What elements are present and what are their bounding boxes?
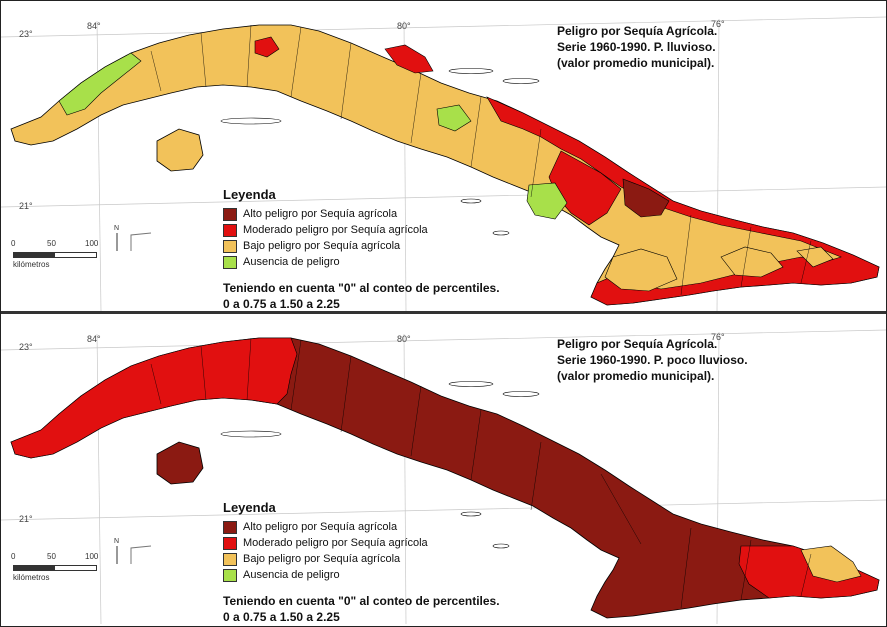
- scale-tick-0: 0: [11, 552, 16, 561]
- north-arrow: N: [111, 221, 156, 261]
- legend-item-high: Alto peligro por Sequía agrícola: [223, 206, 563, 222]
- percentile-note: Teniendo en cuenta "0" al conteo de perc…: [223, 280, 563, 311]
- region-none-west: [58, 52, 142, 116]
- legend-swatch-high: [223, 207, 237, 221]
- north-label: N: [114, 225, 119, 232]
- isla-juventud: [156, 441, 204, 485]
- region-low-east: [720, 246, 784, 278]
- scale-tick-100: 100: [85, 239, 99, 248]
- percentile-note-line1: Teniendo en cuenta "0" al conteo de perc…: [223, 281, 500, 295]
- legend-item-high: Alto peligro por Sequía agrícola: [223, 519, 563, 535]
- lat-label-23: 23°: [19, 29, 33, 39]
- region-high-east: [622, 178, 670, 218]
- legend-label-high: Alto peligro por Sequía agrícola: [243, 521, 398, 533]
- isla-juventud: [156, 128, 204, 172]
- legend-swatch-low: [223, 239, 237, 253]
- map-panel-dry: 23° 21° 84° 80° 76° Peligro por Sequía A…: [1, 314, 886, 624]
- region-low-southeast: [604, 248, 678, 292]
- map-title-line1: Peligro por Sequía Agrícola.: [557, 337, 718, 351]
- scale-unit: kilómetros: [13, 573, 50, 582]
- legend-item-low: Bajo peligro por Sequía agrícola: [223, 238, 563, 254]
- legend-swatch-moderate: [223, 223, 237, 237]
- cuba-map-rainy: [1, 16, 886, 311]
- lon-label-80: 80°: [397, 21, 411, 31]
- region-moderate-west: [10, 337, 298, 459]
- map-title: Peligro por Sequía Agrícola. Serie 1960-…: [557, 23, 787, 71]
- legend: Leyenda Alto peligro por Sequía agrícola…: [223, 187, 563, 311]
- legend-item-none: Ausencia de peligro: [223, 567, 563, 583]
- map-title: Peligro por Sequía Agrícola. Serie 1960-…: [557, 336, 787, 384]
- lon-label-80: 80°: [397, 334, 411, 344]
- legend-label-low: Bajo peligro por Sequía agrícola: [243, 240, 401, 252]
- legend-swatch-none: [223, 568, 237, 582]
- lon-label-76: 76°: [711, 332, 725, 342]
- municipal-boundaries: [150, 24, 812, 296]
- lon-label-76: 76°: [711, 19, 725, 29]
- scale-tick-50: 50: [47, 239, 56, 248]
- legend-label-low: Bajo peligro por Sequía agrícola: [243, 553, 401, 565]
- legend-item-moderate: Moderado peligro por Sequía agrícola: [223, 535, 563, 551]
- lon-label-84: 84°: [87, 334, 101, 344]
- legend-swatch-none: [223, 255, 237, 269]
- scale-tick-100: 100: [85, 552, 99, 561]
- scale-tick-50: 50: [47, 552, 56, 561]
- legend-label-moderate: Moderado peligro por Sequía agrícola: [243, 537, 428, 549]
- scale-unit: kilómetros: [13, 260, 50, 269]
- legend-label-none: Ausencia de peligro: [243, 256, 340, 268]
- map-title-line2: Serie 1960-1990. P. poco lluvioso.: [557, 353, 748, 367]
- region-low-east-2: [796, 246, 834, 268]
- percentile-note: Teniendo en cuenta "0" al conteo de perc…: [223, 593, 563, 624]
- legend-label-moderate: Moderado peligro por Sequía agrícola: [243, 224, 428, 236]
- region-none-south: [526, 182, 568, 220]
- scale-bar-graphic: [13, 252, 97, 258]
- legend-item-moderate: Moderado peligro por Sequía agrícola: [223, 222, 563, 238]
- map-title-line2: Serie 1960-1990. P. lluvioso.: [557, 40, 716, 54]
- lat-label-21: 21°: [19, 514, 33, 524]
- municipal-boundaries: [150, 337, 812, 609]
- region-moderate-west: [254, 36, 280, 58]
- legend-swatch-low: [223, 552, 237, 566]
- scale-bar: 0 50 100 kilómetros: [9, 552, 104, 592]
- north-label: N: [114, 538, 119, 545]
- region-moderate-north: [384, 44, 434, 74]
- cays: [220, 68, 540, 236]
- map-title-line1: Peligro por Sequía Agrícola.: [557, 24, 718, 38]
- percentile-note-line1: Teniendo en cuenta "0" al conteo de perc…: [223, 594, 500, 608]
- legend-swatch-high: [223, 520, 237, 534]
- map-title-line3: (valor promedio municipal).: [557, 369, 715, 383]
- legend-label-none: Ausencia de peligro: [243, 569, 340, 581]
- cuba-map-dry: [1, 329, 886, 624]
- region-none-center: [436, 104, 472, 132]
- region-low-east: [800, 545, 862, 583]
- panel-separator: [1, 311, 886, 314]
- legend-item-none: Ausencia de peligro: [223, 254, 563, 270]
- legend-title: Leyenda: [223, 187, 276, 202]
- lat-label-23: 23°: [19, 342, 33, 352]
- map-title-line3: (valor promedio municipal).: [557, 56, 715, 70]
- percentile-note-line2: 0 a 0.75 a 1.50 a 2.25: [223, 610, 340, 624]
- legend-swatch-moderate: [223, 536, 237, 550]
- map-panel-rainy: 23° 21° 84° 80° 76° Peligro por Sequía A…: [1, 1, 886, 311]
- lat-label-21: 21°: [19, 201, 33, 211]
- scale-bar-graphic: [13, 565, 97, 571]
- scale-bar: 0 50 100 kilómetros: [9, 239, 104, 279]
- legend-label-high: Alto peligro por Sequía agrícola: [243, 208, 398, 220]
- cuba-main-island: [10, 337, 880, 619]
- scale-tick-0: 0: [11, 239, 16, 248]
- percentile-note-line2: 0 a 0.75 a 1.50 a 2.25: [223, 297, 340, 311]
- legend-item-low: Bajo peligro por Sequía agrícola: [223, 551, 563, 567]
- legend: Leyenda Alto peligro por Sequía agrícola…: [223, 500, 563, 624]
- north-arrow: N: [111, 534, 156, 574]
- lon-label-84: 84°: [87, 21, 101, 31]
- cays: [220, 381, 540, 549]
- legend-title: Leyenda: [223, 500, 276, 515]
